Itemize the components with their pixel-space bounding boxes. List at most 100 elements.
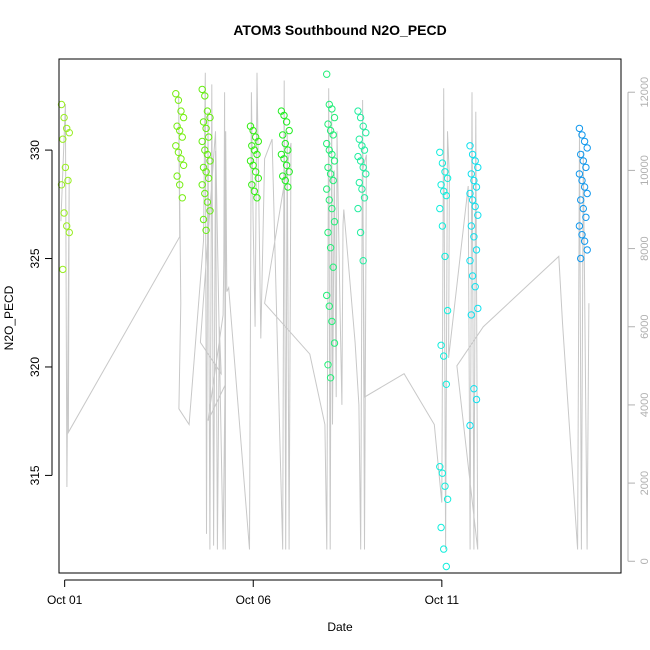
n2o-point [437,181,445,189]
n2o-point [326,170,335,178]
n2o-point [362,170,370,178]
n2o-point [174,148,183,157]
n2o-point [443,306,452,315]
n2o-point [440,352,448,360]
n2o-point [360,146,369,154]
n2o-point [201,189,209,198]
n2o-point [329,131,337,139]
altitude-line [60,72,590,550]
n2o-point [206,113,214,122]
n2o-point [354,107,362,115]
n2o-point [356,228,365,237]
n2o-point [176,181,184,189]
n2o-point [468,150,477,159]
n2o-point [441,168,449,176]
n2o-point [328,204,336,213]
n2o-point [436,463,444,471]
y2-tick-label: 8000 [639,236,650,260]
n2o-point [467,222,475,230]
n2o-point [173,172,181,180]
n2o-point [466,189,474,198]
n2o-point [65,228,74,237]
n2o-point [579,204,587,213]
n2o-point [468,196,477,204]
n2o-point [359,122,367,130]
y2-tick-label: 0 [639,558,650,564]
n2o-point [575,170,584,178]
n2o-point [583,189,591,198]
n2o-point [324,228,332,237]
n2o-point [330,218,339,226]
n2o-point [206,207,214,215]
n2o-point [442,562,450,571]
n2o-point [203,150,212,159]
n2o-point [580,237,589,245]
n2o-point [174,96,183,104]
n2o-point [323,185,331,193]
n2o-point [468,272,477,280]
n2o-point [441,482,449,490]
n2o-point [578,176,586,185]
n2o-point [57,181,66,189]
n2o-point [438,469,447,477]
n2o-point [436,148,444,157]
n2o-point [64,176,72,185]
n2o-point [249,161,257,170]
n2o-point [466,421,474,430]
axes: Oct 01 Oct 06 Oct 11 315 320 325 330 0 2000 4000 6… [28,77,650,607]
n2o-point [577,196,585,204]
n2o-point [470,233,478,241]
n2o-point [59,135,67,143]
n2o-point [284,183,292,191]
n2o-point [178,194,187,202]
n2o-point [437,341,445,349]
n2o-point [329,263,337,271]
n2o-point [474,211,482,219]
n2o-point [59,265,67,274]
n2o-point [436,204,444,213]
n2o-point [323,291,331,300]
n2o-point [285,126,293,135]
n2o-point [323,139,331,148]
n2o-point [438,159,447,167]
n2o-point [362,129,370,137]
n2o-point [205,133,213,141]
n2o-point [201,92,209,100]
n2o-point [355,135,363,143]
n2o-point [442,191,450,200]
x-tick-label: Oct 11 [425,593,460,607]
n2o-point [328,317,336,326]
n2o-point [578,231,586,239]
n2o-point [583,246,591,254]
n2o-point [355,178,363,187]
n2o-point [440,545,448,553]
n2o-point [474,304,482,313]
n2o-point [282,118,291,126]
n2o-point [474,163,482,172]
n2o-point [359,163,367,172]
y-tick-label: 315 [28,465,42,485]
y2-tick-label: 4000 [639,393,650,417]
n2o-point [443,495,452,503]
n2o-point [354,204,362,213]
n2o-point [60,113,68,122]
n2o-point [472,246,481,254]
n2o-point [198,137,206,146]
y2-tick-label: 6000 [639,314,650,338]
n2o-point [205,174,213,183]
n2o-point [61,163,70,172]
n2o-point [470,176,478,185]
n2o-point [179,113,188,122]
n2o-point [198,85,206,94]
n2o-point [254,174,262,183]
n2o-point [438,222,447,230]
n2o-point [324,120,332,128]
n2o-point [328,105,336,113]
altitude-series [60,72,590,550]
n2o-point [441,252,449,261]
n2o-point [179,161,188,170]
n2o-point [206,157,214,165]
n2o-point [578,131,586,139]
n2o-point [580,183,589,191]
